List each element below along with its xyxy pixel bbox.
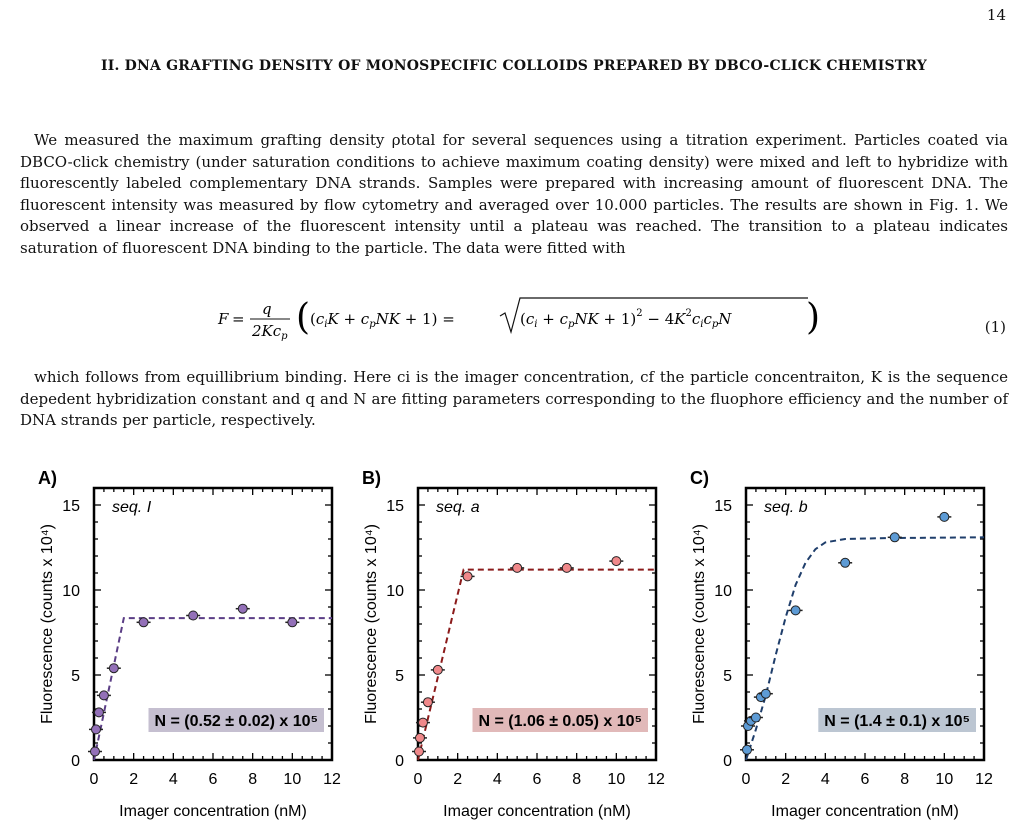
chart-panel-3: 0 2 4 6 8 10 12 0 5 10 15 Imager concentration (nM)… bbox=[690, 468, 993, 820]
x-tick-label: 2 bbox=[453, 771, 462, 788]
page-number: 14 bbox=[986, 6, 1006, 24]
data-point bbox=[889, 532, 900, 543]
svg-text:(ci + cpNK + 1)2 − 4K2cicpN: (ci + cpNK + 1)2 − 4K2cicpN bbox=[520, 308, 732, 330]
sequence-label: seq. I bbox=[112, 499, 152, 516]
x-tick-label: 4 bbox=[821, 771, 830, 788]
data-point bbox=[90, 724, 101, 735]
sequence-label: seq. b bbox=[764, 499, 808, 516]
fit-line bbox=[93, 617, 332, 761]
data-point bbox=[422, 697, 433, 708]
x-tick-label: 0 bbox=[90, 771, 99, 788]
panel-label: B) bbox=[362, 468, 381, 488]
panel-label: C) bbox=[690, 468, 709, 488]
annotation-box bbox=[148, 708, 324, 732]
y-tick-label: 10 bbox=[62, 583, 80, 600]
data-point bbox=[413, 746, 424, 757]
data-point bbox=[462, 571, 473, 582]
svg-text:q: q bbox=[262, 300, 272, 318]
chart-panel-2: 0 2 4 6 8 10 12 0 5 10 15 Imager concentration (nM)… bbox=[362, 468, 665, 820]
y-axis-label: Fluorescence (counts x 10⁴) bbox=[363, 524, 380, 724]
svg-text:2Kcp: 2Kcp bbox=[251, 322, 288, 342]
x-tick-label: 0 bbox=[742, 771, 751, 788]
paragraph-1: We measured the maximum grafting density… bbox=[20, 131, 1008, 257]
y-tick-label: 0 bbox=[395, 753, 404, 770]
panel-label: A) bbox=[38, 468, 57, 488]
data-point bbox=[89, 746, 100, 757]
x-tick-label: 12 bbox=[323, 771, 341, 788]
data-point bbox=[741, 744, 752, 755]
x-tick-label: 0 bbox=[414, 771, 423, 788]
svg-text:=: = bbox=[232, 310, 245, 328]
x-tick-label: 2 bbox=[781, 771, 790, 788]
equation-1: F = q 2Kcp ( (ciK + cpNK + 1) = (ci + cp… bbox=[217, 297, 820, 342]
y-tick-label: 0 bbox=[71, 753, 80, 770]
y-tick-label: 15 bbox=[62, 498, 80, 515]
data-point bbox=[840, 557, 851, 568]
y-tick-label: 15 bbox=[714, 498, 732, 515]
annotation-box bbox=[472, 708, 648, 732]
x-tick-label: 12 bbox=[647, 771, 665, 788]
data-point bbox=[287, 617, 298, 628]
x-tick-label: 10 bbox=[607, 771, 625, 788]
svg-text:(ciK + cpNK + 1) =: (ciK + cpNK + 1) = bbox=[310, 310, 455, 330]
x-tick-label: 6 bbox=[861, 771, 870, 788]
annotation-text: N = (1.06 ± 0.05) x 10⁵ bbox=[479, 713, 643, 730]
data-point bbox=[432, 664, 443, 675]
data-point bbox=[237, 603, 248, 614]
x-tick-label: 6 bbox=[209, 771, 218, 788]
fit-line bbox=[417, 568, 656, 761]
data-point bbox=[512, 562, 523, 573]
y-tick-label: 15 bbox=[386, 498, 404, 515]
x-axis-label: Imager concentration (nM) bbox=[443, 803, 631, 820]
x-axis-label: Imager concentration (nM) bbox=[771, 803, 959, 820]
data-point bbox=[611, 556, 622, 567]
data-point bbox=[760, 688, 771, 699]
data-point bbox=[790, 605, 801, 616]
x-tick-label: 8 bbox=[248, 771, 257, 788]
x-axis-label: Imager concentration (nM) bbox=[119, 803, 307, 820]
annotation-text: N = (0.52 ± 0.02) x 10⁵ bbox=[155, 713, 319, 730]
y-axis-label: Fluorescence (counts x 10⁴) bbox=[39, 524, 56, 724]
x-tick-label: 10 bbox=[283, 771, 301, 788]
chart-panel-1: 0 2 4 6 8 10 12 0 5 10 15 Imager concentration (nM)… bbox=[38, 468, 341, 820]
data-point bbox=[939, 511, 950, 522]
svg-text:(: ( bbox=[296, 297, 310, 338]
y-tick-label: 10 bbox=[386, 583, 404, 600]
y-tick-label: 10 bbox=[714, 583, 732, 600]
data-point bbox=[188, 610, 199, 621]
y-tick-label: 5 bbox=[723, 668, 732, 685]
data-point bbox=[138, 617, 149, 628]
annotation-text: N = (1.4 ± 0.1) x 10⁵ bbox=[824, 713, 970, 730]
annotation-box bbox=[818, 708, 976, 732]
y-axis-label: Fluorescence (counts x 10⁴) bbox=[691, 524, 708, 724]
x-tick-label: 6 bbox=[533, 771, 542, 788]
x-tick-label: 2 bbox=[129, 771, 138, 788]
data-point bbox=[93, 707, 104, 718]
paragraph-2: which follows from equillibrium binding.… bbox=[20, 368, 1008, 429]
data-point bbox=[750, 712, 761, 723]
section-heading: II. DNA GRAFTING DENSITY OF MONOSPECIFIC… bbox=[101, 58, 927, 74]
sequence-label: seq. a bbox=[436, 499, 480, 516]
y-tick-label: 5 bbox=[71, 668, 80, 685]
y-tick-label: 5 bbox=[395, 668, 404, 685]
fit-line bbox=[745, 536, 985, 761]
x-tick-label: 4 bbox=[169, 771, 178, 788]
data-point bbox=[561, 562, 572, 573]
x-tick-label: 12 bbox=[975, 771, 993, 788]
equation-number: (1) bbox=[984, 318, 1006, 336]
x-tick-label: 8 bbox=[572, 771, 581, 788]
x-tick-label: 4 bbox=[493, 771, 502, 788]
data-point bbox=[108, 663, 119, 674]
figure-1: 0 2 4 6 8 10 12 0 5 10 15 Imager concentration (nM)… bbox=[38, 468, 993, 820]
data-point bbox=[414, 732, 425, 743]
svg-text:): ) bbox=[806, 297, 820, 338]
data-point bbox=[98, 690, 109, 701]
x-tick-label: 10 bbox=[935, 771, 953, 788]
y-tick-label: 0 bbox=[723, 753, 732, 770]
equation-lhs: F bbox=[217, 310, 229, 328]
data-point bbox=[417, 717, 428, 728]
x-tick-label: 8 bbox=[900, 771, 909, 788]
